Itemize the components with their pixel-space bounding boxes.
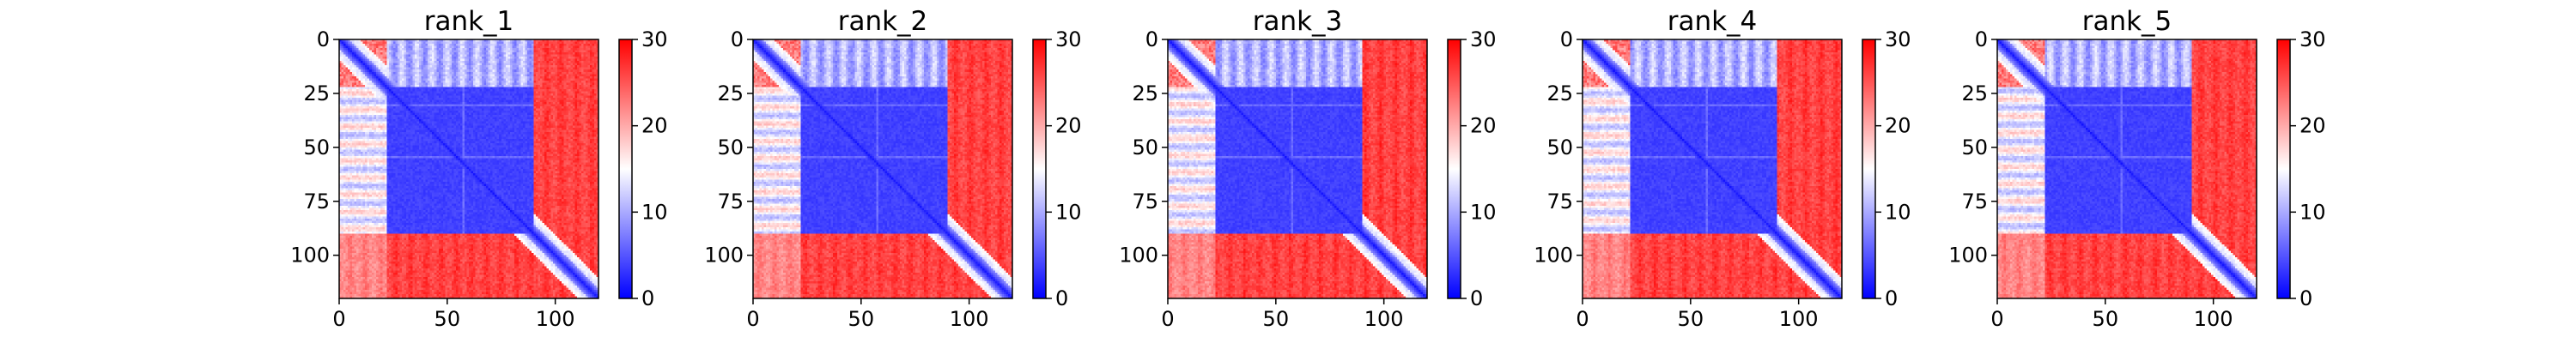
y-tick-label: 0: [731, 27, 744, 51]
y-tick-label: 25: [1961, 81, 1988, 105]
x-tick-label: 100: [2194, 307, 2233, 331]
x-tick-label: 50: [1263, 307, 1290, 331]
y-tick-label: 50: [1546, 135, 1573, 159]
colorbar-tick-label: 30: [2300, 27, 2326, 51]
pae-heatmap: [753, 39, 1012, 298]
y-tick-label: 75: [717, 190, 744, 214]
y-tick-label: 50: [717, 135, 744, 159]
colorbar-tick-label: 10: [1470, 200, 1497, 224]
colorbar-tick-label: 20: [1055, 114, 1082, 138]
colorbar: [1032, 39, 1047, 299]
panel-title: rank_5: [2082, 6, 2172, 37]
y-tick-label: 75: [1132, 190, 1158, 214]
colorbar-tick-label: 30: [641, 27, 668, 51]
x-tick-label: 50: [2093, 307, 2119, 331]
x-tick-label: 100: [1364, 307, 1404, 331]
heatmap-frame: [1996, 39, 2257, 299]
y-tick-label: 0: [1145, 27, 1158, 51]
colorbar-tick-label: 30: [1470, 27, 1497, 51]
x-tick-label: 0: [1990, 307, 2003, 331]
panel-rank_4: rank_4 0 50 100 0 25 50 75 100 0 10 20 30: [1534, 6, 1911, 331]
y-tick-label: 100: [1534, 244, 1573, 268]
colorbar-tick-label: 30: [1055, 27, 1082, 51]
colorbar-tick-label: 0: [2300, 286, 2312, 310]
colorbar-tick-label: 0: [1470, 286, 1483, 310]
panel-title: rank_1: [424, 6, 514, 37]
panel-title: rank_2: [838, 6, 928, 37]
colorbar-tick-label: 20: [2300, 114, 2326, 138]
x-tick-label: 50: [848, 307, 875, 331]
y-tick-label: 0: [317, 27, 330, 51]
y-tick-label: 50: [303, 135, 330, 159]
colorbar: [618, 39, 633, 299]
panel-rank_2: rank_2 0 50 100 0 25 50 75 100 0 10 20 30: [704, 6, 1081, 331]
colorbar-tick-label: 0: [641, 286, 654, 310]
x-tick-label: 0: [332, 307, 345, 331]
colorbar-tick-label: 20: [641, 114, 668, 138]
panel-rank_5: rank_5 0 50 100 0 25 50 75 100 0 10 20 30: [1948, 6, 2325, 331]
y-tick-label: 0: [1975, 27, 1988, 51]
colorbar-tick-label: 10: [1055, 200, 1082, 224]
pae-heatmap: [1997, 39, 2257, 298]
colorbar-tick-label: 20: [1885, 114, 1911, 138]
heatmap-frame: [338, 39, 599, 299]
x-tick-label: 0: [746, 307, 759, 331]
x-tick-label: 100: [536, 307, 575, 331]
y-tick-label: 75: [1546, 190, 1573, 214]
colorbar-tick-label: 20: [1470, 114, 1497, 138]
y-tick-label: 50: [1961, 135, 1988, 159]
colorbar-tick-label: 10: [641, 200, 668, 224]
y-tick-label: 100: [1948, 244, 1988, 268]
colorbar-tick-label: 0: [1885, 286, 1898, 310]
colorbar-tick-label: 10: [2300, 200, 2326, 224]
heatmap-frame: [752, 39, 1013, 299]
y-tick-label: 25: [1132, 81, 1158, 105]
y-tick-label: 50: [1132, 135, 1158, 159]
x-tick-label: 50: [434, 307, 461, 331]
y-tick-label: 0: [1560, 27, 1573, 51]
colorbar: [2276, 39, 2291, 299]
y-tick-label: 100: [290, 244, 330, 268]
y-tick-label: 25: [1546, 81, 1573, 105]
panel-rank_1: rank_1 0 50 100 0 25 50 75 100 0 10 20 30: [290, 6, 667, 331]
x-tick-label: 100: [950, 307, 989, 331]
x-tick-label: 50: [1678, 307, 1704, 331]
y-tick-label: 75: [1961, 190, 1988, 214]
colorbar: [1447, 39, 1461, 299]
y-tick-label: 25: [717, 81, 744, 105]
y-tick-label: 100: [1119, 244, 1158, 268]
x-tick-label: 100: [1779, 307, 1819, 331]
panel-title: rank_3: [1253, 6, 1343, 37]
colorbar-tick-label: 0: [1055, 286, 1068, 310]
x-tick-label: 0: [1576, 307, 1589, 331]
colorbar: [1862, 39, 1876, 299]
colorbar-tick-label: 30: [1885, 27, 1911, 51]
colorbar-tick-label: 10: [1885, 200, 1911, 224]
pae-heatmap: [1168, 39, 1427, 298]
pae-heatmap: [339, 39, 598, 298]
y-tick-label: 75: [303, 190, 330, 214]
y-tick-label: 100: [704, 244, 744, 268]
y-tick-label: 25: [303, 81, 330, 105]
x-tick-label: 0: [1161, 307, 1174, 331]
heatmap-frame: [1582, 39, 1843, 299]
panel-rank_3: rank_3 0 50 100 0 25 50 75 100 0 10 20 30: [1119, 6, 1496, 331]
heatmap-frame: [1167, 39, 1428, 299]
panel-title: rank_4: [1668, 6, 1758, 37]
pae-heatmap: [1583, 39, 1842, 298]
